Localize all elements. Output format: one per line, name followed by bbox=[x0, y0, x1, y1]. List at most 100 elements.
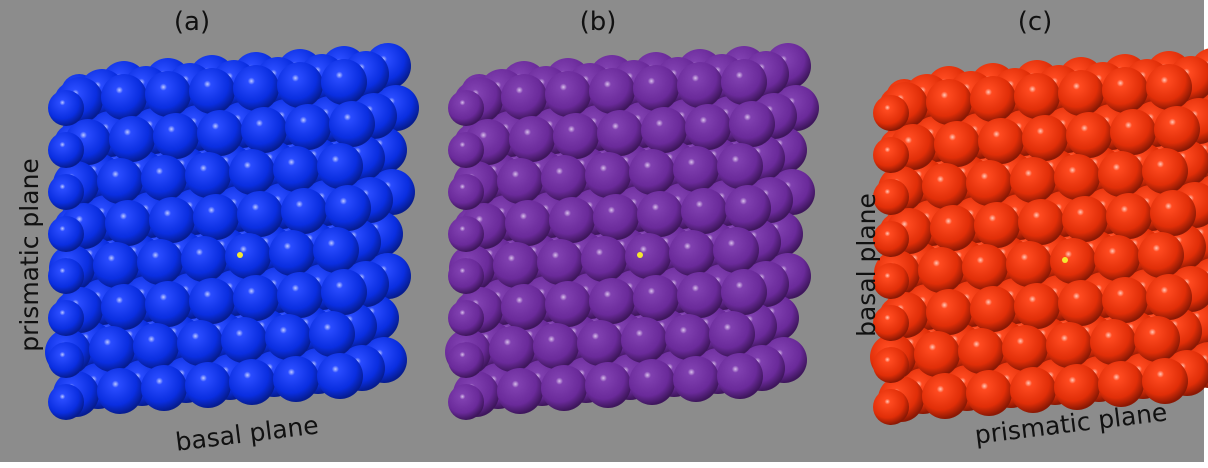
atom bbox=[1098, 151, 1144, 197]
atom bbox=[229, 359, 275, 405]
atom bbox=[873, 389, 909, 425]
atom bbox=[317, 353, 363, 399]
atom bbox=[229, 149, 275, 195]
atom bbox=[1134, 316, 1180, 362]
atom bbox=[497, 158, 543, 204]
atom bbox=[448, 216, 484, 252]
atom bbox=[237, 191, 283, 237]
atom bbox=[1154, 106, 1200, 152]
atom bbox=[1006, 241, 1052, 287]
atom bbox=[637, 191, 683, 237]
atom bbox=[97, 158, 143, 204]
atom bbox=[721, 59, 767, 105]
atom bbox=[1046, 322, 1092, 368]
atom bbox=[593, 194, 639, 240]
atom bbox=[145, 71, 191, 117]
atom bbox=[181, 236, 227, 282]
atom bbox=[541, 365, 587, 411]
atom bbox=[621, 317, 667, 363]
atom bbox=[1146, 64, 1192, 110]
atom bbox=[962, 244, 1008, 290]
atom bbox=[1090, 319, 1136, 365]
atom bbox=[633, 275, 679, 321]
atom bbox=[926, 289, 972, 335]
atom bbox=[873, 137, 909, 173]
atom bbox=[277, 272, 323, 318]
atom bbox=[265, 314, 311, 360]
figure: (a) (b) (c) prismatic plane basal plane … bbox=[0, 0, 1208, 468]
atom bbox=[1010, 157, 1056, 203]
atom bbox=[545, 281, 591, 327]
marker bbox=[1062, 257, 1068, 263]
atom bbox=[1054, 364, 1100, 410]
atom bbox=[589, 278, 635, 324]
atom bbox=[926, 79, 972, 125]
atom bbox=[197, 110, 243, 156]
atom bbox=[317, 143, 363, 189]
atom bbox=[448, 300, 484, 336]
atom bbox=[970, 76, 1016, 122]
atom bbox=[101, 284, 147, 330]
atom bbox=[185, 362, 231, 408]
atom bbox=[1142, 148, 1188, 194]
atom bbox=[501, 74, 547, 120]
atom bbox=[448, 174, 484, 210]
atom bbox=[1058, 280, 1104, 326]
atom bbox=[48, 90, 84, 126]
atom bbox=[141, 155, 187, 201]
atom bbox=[1050, 238, 1096, 284]
atom bbox=[669, 230, 715, 276]
atom bbox=[1102, 277, 1148, 323]
atom bbox=[1066, 112, 1112, 158]
panel-label: (c) bbox=[1018, 7, 1053, 37]
atom bbox=[922, 163, 968, 209]
atom bbox=[641, 107, 687, 153]
atom bbox=[681, 188, 727, 234]
atom bbox=[581, 236, 627, 282]
atom bbox=[149, 197, 195, 243]
atom bbox=[958, 328, 1004, 374]
atom bbox=[241, 107, 287, 153]
atom bbox=[966, 160, 1012, 206]
atom bbox=[501, 284, 547, 330]
atom bbox=[873, 347, 909, 383]
atom bbox=[729, 101, 775, 147]
atom bbox=[89, 326, 135, 372]
atom bbox=[233, 65, 279, 111]
atom bbox=[974, 202, 1020, 248]
marker bbox=[637, 252, 643, 258]
atom bbox=[48, 174, 84, 210]
atom bbox=[273, 356, 319, 402]
atom bbox=[1062, 196, 1108, 242]
atom bbox=[537, 239, 583, 285]
atom bbox=[1014, 283, 1060, 329]
atom bbox=[629, 359, 675, 405]
atom bbox=[922, 373, 968, 419]
atom bbox=[629, 149, 675, 195]
atom bbox=[48, 132, 84, 168]
atom bbox=[48, 258, 84, 294]
atom bbox=[549, 197, 595, 243]
atom bbox=[273, 146, 319, 192]
atom bbox=[285, 104, 331, 150]
atom bbox=[269, 230, 315, 276]
atom bbox=[930, 205, 976, 251]
panel-label: (b) bbox=[580, 7, 617, 37]
atom bbox=[1094, 235, 1140, 281]
atom bbox=[725, 185, 771, 231]
atom bbox=[1146, 274, 1192, 320]
axis-label: prismatic plane bbox=[15, 158, 44, 352]
atom bbox=[1110, 109, 1156, 155]
atom bbox=[677, 272, 723, 318]
marker bbox=[237, 252, 243, 258]
atom bbox=[281, 188, 327, 234]
atom bbox=[934, 121, 980, 167]
atom bbox=[153, 113, 199, 159]
atom bbox=[177, 320, 223, 366]
atom bbox=[914, 331, 960, 377]
atom bbox=[1018, 199, 1064, 245]
atom bbox=[597, 110, 643, 156]
atom bbox=[717, 353, 763, 399]
atom bbox=[137, 239, 183, 285]
atom bbox=[585, 362, 631, 408]
